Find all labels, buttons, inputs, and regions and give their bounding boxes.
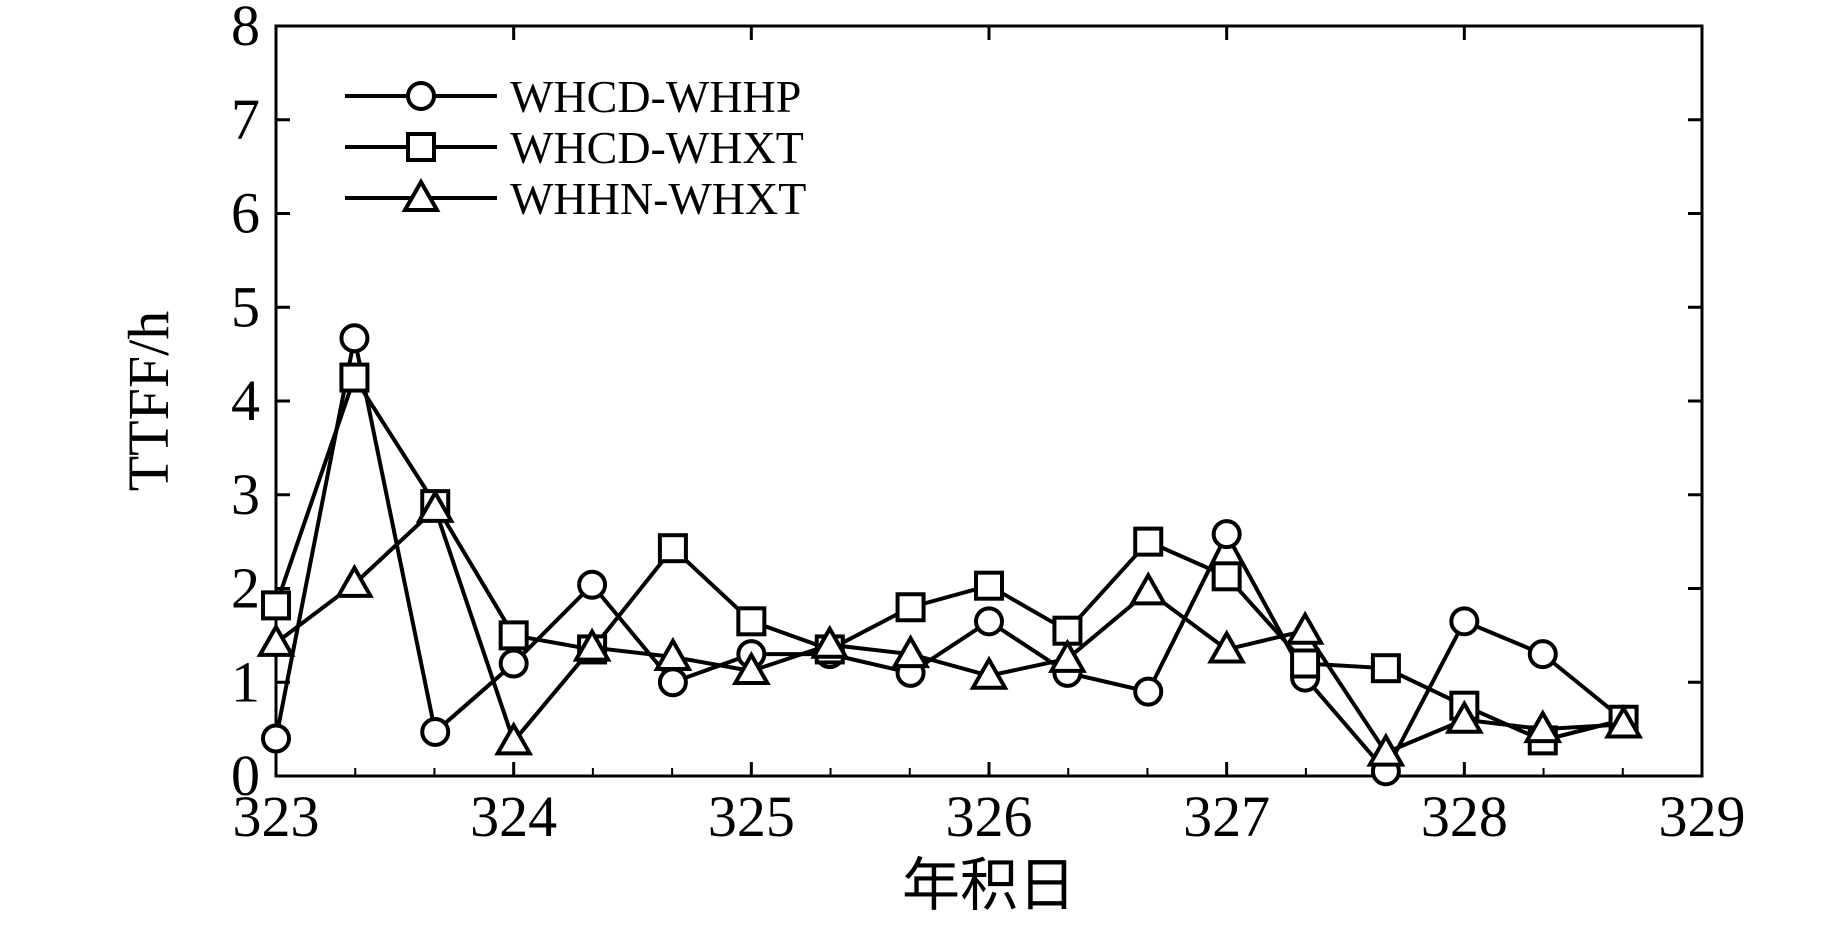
square-marker	[1290, 648, 1321, 679]
series-line	[274, 506, 1624, 755]
triangle-marker	[653, 636, 693, 671]
x-tick-label: 327	[1183, 784, 1270, 849]
x-tick-label: 323	[233, 784, 320, 849]
x-tick-label: 329	[1659, 784, 1746, 849]
y-tick-label: 3	[231, 462, 260, 527]
triangle-marker	[334, 563, 374, 598]
circle-marker	[261, 723, 291, 754]
triangle-marker	[969, 655, 1009, 690]
y-tick-label: 2	[231, 556, 260, 621]
x-tick-label: 328	[1421, 784, 1508, 849]
series-whcd-whxt	[261, 362, 1639, 756]
circle-marker	[974, 606, 1004, 637]
legend-label: WHHN-WHXT	[510, 173, 806, 224]
axis-ticks	[274, 24, 1704, 778]
triangle-marker	[415, 488, 455, 523]
axis-tick-labels: 323 324 325 326 327 328 329 0 1 2 3 4 5 6 7 8	[231, 0, 1746, 849]
legend-item: WHHN-WHXT	[345, 173, 806, 224]
circle-marker	[339, 323, 370, 354]
legend-label: WHCD-WHXT	[510, 122, 804, 173]
circle-marker	[1133, 676, 1164, 707]
y-tick-label: 0	[231, 743, 260, 808]
legend-circle-marker	[406, 81, 436, 111]
square-marker	[657, 533, 688, 564]
triangle-marker	[1523, 709, 1563, 744]
circle-marker	[1211, 519, 1242, 550]
circle-marker	[577, 569, 608, 600]
y-axis-title: TTFF/h	[116, 311, 181, 492]
series-layer	[256, 323, 1644, 787]
triangle-marker	[1604, 704, 1644, 739]
square-marker	[895, 592, 926, 623]
series-whhn-whxt	[256, 488, 1644, 767]
legend-label: WHCD-WHHP	[510, 71, 801, 122]
triangle-marker	[1207, 629, 1247, 664]
circle-marker	[498, 648, 529, 679]
square-marker	[736, 606, 767, 637]
square-marker	[498, 620, 529, 651]
x-tick-label: 326	[946, 784, 1033, 849]
x-axis-title: 年积日	[902, 853, 1076, 918]
square-marker	[1370, 653, 1401, 684]
y-tick-label: 4	[231, 368, 260, 433]
circle-marker	[1527, 639, 1558, 670]
triangle-marker	[572, 627, 612, 662]
legend-item: WHCD-WHHP	[345, 71, 801, 122]
triangle-marker	[1366, 732, 1406, 767]
square-marker	[261, 590, 291, 621]
legend-square-marker	[406, 132, 436, 162]
x-tick-label: 325	[708, 784, 795, 849]
circle-marker	[657, 667, 688, 698]
triangle-marker	[494, 721, 534, 756]
triangle-marker	[1444, 699, 1484, 734]
circle-marker	[420, 716, 451, 747]
legend-triangle-marker	[401, 177, 441, 212]
series-line	[274, 336, 1625, 774]
triangle-marker	[731, 650, 771, 685]
circle-marker	[1449, 606, 1480, 637]
series-line	[274, 375, 1625, 743]
y-tick-label: 8	[231, 0, 260, 58]
square-marker	[974, 570, 1004, 601]
triangle-marker	[256, 622, 296, 657]
square-marker	[339, 362, 370, 393]
x-tick-label: 324	[470, 784, 557, 849]
square-marker	[1211, 561, 1242, 592]
y-tick-label: 5	[231, 274, 260, 339]
triangle-marker	[1128, 571, 1168, 606]
triangle-marker	[1047, 638, 1087, 673]
triangle-marker	[891, 634, 931, 669]
triangle-marker	[1285, 610, 1325, 645]
y-tick-label: 6	[231, 181, 260, 246]
triangle-marker	[810, 624, 850, 659]
legend-item: WHCD-WHXT	[345, 122, 804, 173]
series-whcd-whhp	[261, 323, 1639, 787]
y-tick-label: 1	[231, 649, 260, 714]
square-marker	[1133, 526, 1164, 557]
y-tick-label: 7	[231, 87, 260, 152]
